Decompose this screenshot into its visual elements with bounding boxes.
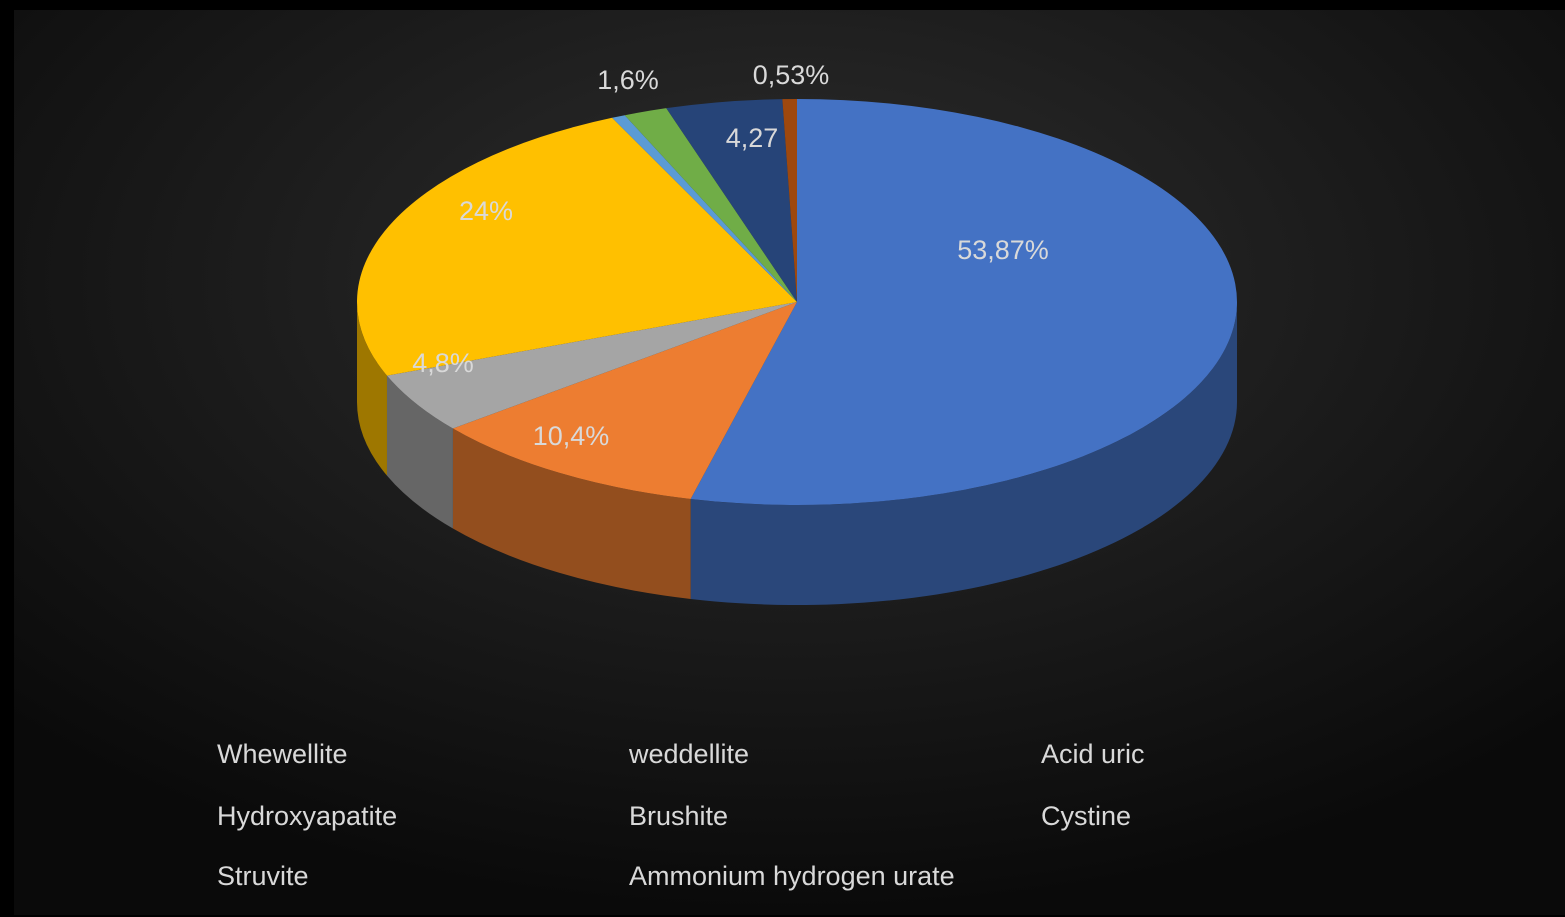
pie-slice (624, 108, 797, 302)
pie-slice (612, 115, 797, 303)
pie-slice (452, 302, 797, 499)
pie-slice (666, 99, 797, 303)
pie-side (452, 428, 691, 599)
legend-label: Whewellite (217, 739, 348, 769)
pie-side (386, 375, 453, 529)
legend-label: Acid uric (1041, 739, 1145, 769)
legend-label: Ammonium hydrogen urate (629, 861, 955, 891)
legend-label: Hydroxyapatite (217, 801, 397, 831)
pie-slice (782, 99, 797, 302)
pie-slice (386, 302, 797, 429)
data-label: 53,87% (957, 235, 1049, 265)
legend-label: Brushite (629, 801, 728, 831)
data-label: 1,6% (597, 65, 659, 95)
legend-label: weddellite (628, 739, 749, 769)
pie-side (357, 302, 387, 476)
pie-slice (357, 117, 797, 376)
data-label: 0,53% (753, 60, 830, 90)
pie-slice (690, 99, 1238, 506)
pie-side (690, 302, 1237, 606)
data-label: 24% (459, 196, 513, 226)
data-label: 4,27 (726, 123, 779, 153)
data-label: 10,4% (533, 421, 610, 451)
legend-label: Cystine (1041, 801, 1131, 831)
legend-label: Struvite (217, 861, 309, 891)
data-label: 4,8% (412, 348, 474, 378)
